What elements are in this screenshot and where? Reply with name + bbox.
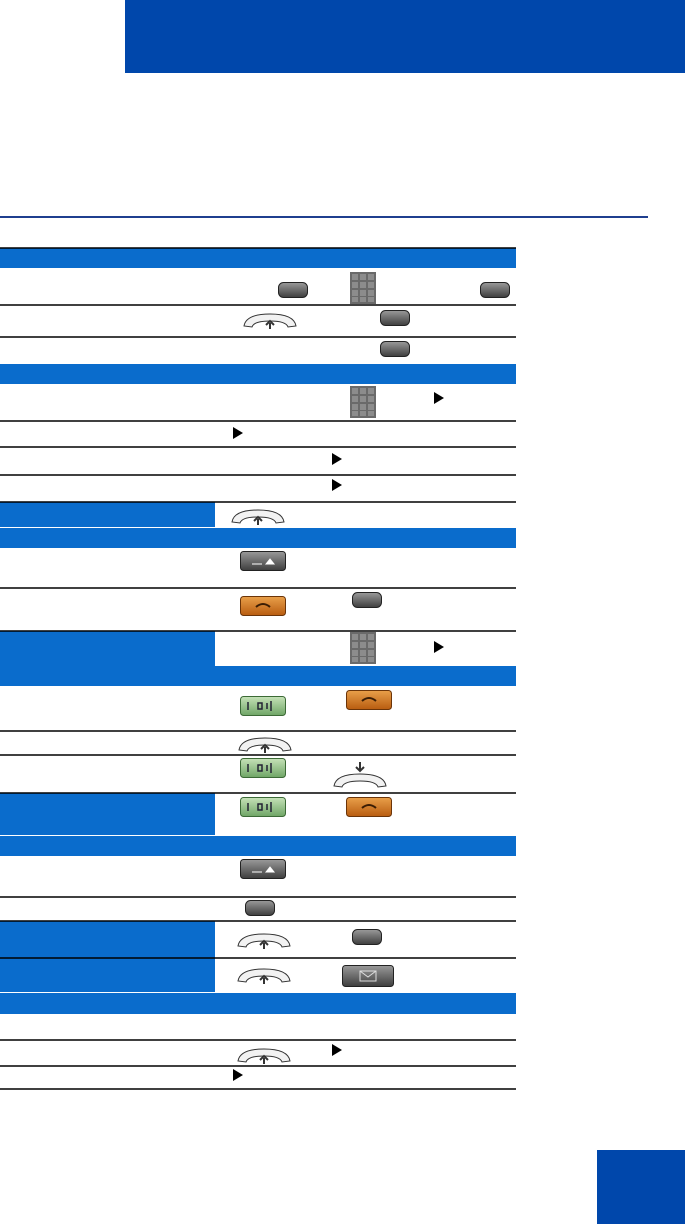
soft-key-icon — [480, 282, 510, 298]
soft-key-icon — [352, 592, 382, 608]
arrow-icon — [332, 1044, 342, 1056]
page-number-tab — [597, 1150, 685, 1224]
row-header-cell — [0, 502, 215, 527]
handset-lift-icon — [238, 737, 292, 754]
dialpad-icon — [350, 272, 376, 304]
section-rule — [0, 216, 648, 218]
arrow-icon — [434, 641, 444, 653]
section-bar — [0, 528, 516, 548]
arrow-icon — [332, 453, 342, 465]
handset-lift-icon — [243, 313, 297, 330]
soft-key-icon — [380, 341, 410, 357]
section-bars — [0, 248, 516, 1014]
soft-key-icon — [352, 929, 382, 945]
arrow-icon — [332, 479, 342, 491]
release-key-icon — [240, 596, 286, 616]
arrow-icon — [233, 427, 243, 439]
section-bar — [0, 993, 516, 1014]
arrow-icon — [434, 392, 444, 404]
dialpad-icon — [350, 632, 376, 664]
handset-lift-icon — [237, 933, 291, 950]
row-header-cell — [0, 631, 215, 666]
handset-down-icon — [333, 762, 387, 788]
message-key-icon — [342, 965, 394, 987]
dialpad-icon — [350, 386, 376, 418]
soft-key-icon — [278, 282, 308, 298]
soft-key-icon — [380, 310, 410, 326]
header-banner — [125, 0, 685, 73]
row-lines — [0, 247, 516, 1090]
section-bar — [0, 836, 516, 856]
handset-lift-icon — [237, 1048, 291, 1065]
release-key-icon — [346, 690, 392, 710]
row-header-cell — [0, 921, 215, 958]
handsfree-key-icon — [240, 758, 286, 778]
handset-lift-icon — [237, 968, 291, 985]
row-header-cell — [0, 958, 215, 992]
section-bar — [0, 364, 516, 384]
mute-key-icon — [240, 551, 286, 571]
release-key-icon — [346, 797, 392, 817]
headset-key-icon — [240, 797, 286, 817]
mute-key-icon — [240, 859, 286, 879]
handsfree-key-icon — [240, 696, 286, 716]
section-bar — [0, 248, 516, 268]
row-header-cell — [0, 793, 215, 835]
handset-lift-icon — [231, 509, 285, 526]
soft-key-icon — [245, 900, 275, 916]
section-bar — [0, 666, 516, 686]
arrow-icon — [233, 1069, 243, 1081]
